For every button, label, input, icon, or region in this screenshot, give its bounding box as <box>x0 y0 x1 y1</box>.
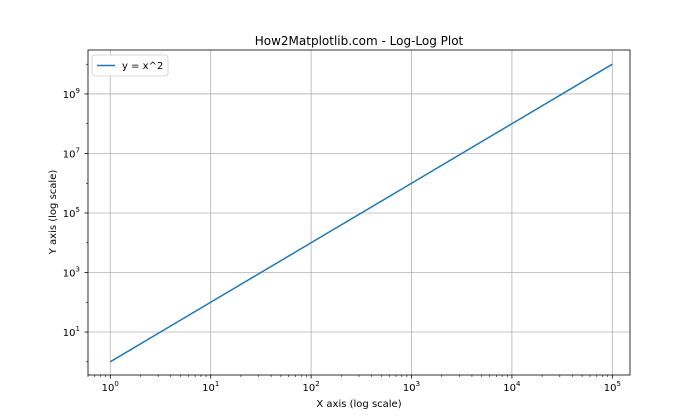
series-line <box>109 63 613 363</box>
grid <box>88 50 630 375</box>
x-tick-label: 104 <box>503 380 521 394</box>
y-tick-label: 107 <box>63 146 80 160</box>
y-tick-label: 101 <box>63 325 80 339</box>
y-tick-label: 103 <box>63 266 80 280</box>
y-axis-label: Y axis (log scale) <box>48 170 59 256</box>
legend-label: y = x^2 <box>122 61 163 72</box>
legend: y = x^2 <box>91 54 169 77</box>
x-tick-label: 105 <box>604 380 621 394</box>
legend-box <box>91 54 169 77</box>
ticks: 100 101 102 103 104 105 101 103 105 107 109 <box>63 63 621 394</box>
y-tick-label: 109 <box>63 87 80 101</box>
x-tick-label: 100 <box>102 380 119 394</box>
x-tick-label: 102 <box>302 380 319 394</box>
series-lines <box>109 63 613 363</box>
y-tick-label: 105 <box>63 206 80 220</box>
x-axis-label: X axis (log scale) <box>316 399 401 410</box>
chart-title: How2Matplotlib.com - Log-Log Plot <box>255 34 464 48</box>
x-tick-label: 103 <box>403 380 420 394</box>
x-tick-label: 101 <box>202 380 219 394</box>
